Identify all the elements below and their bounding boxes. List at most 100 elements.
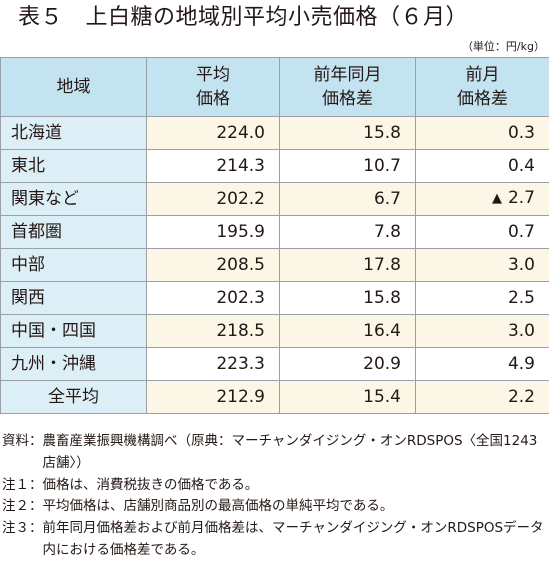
region-cell-value: 中部	[11, 255, 45, 275]
avg-price-cell: 223.3	[147, 348, 280, 381]
yoy-diff-cell-value: 15.4	[363, 387, 401, 407]
mom-diff-cell: 0.7	[416, 216, 549, 249]
unit-label: （単位：円/kg）	[462, 40, 545, 54]
yoy-diff-cell: 16.4	[280, 315, 416, 348]
region-cell-value: 九州・沖縄	[11, 354, 96, 374]
note-item: 注２：平均価格は、店舗別商品別の最高価格の単純平均である。	[2, 496, 547, 518]
avg-price-cell-value: 214.3	[216, 156, 265, 176]
avg-price-cell-value: 208.5	[216, 255, 265, 275]
header-avg-line1: 平均	[196, 65, 230, 85]
mom-diff-cell-value: 2.5	[508, 288, 535, 308]
avg-price-cell-value: 223.3	[216, 354, 265, 374]
mom-diff-cell: ▲ 2.7	[416, 183, 549, 216]
region-cell: 関西	[1, 282, 147, 315]
table-title: 表５ 上白糖の地域別平均小売価格（６月）	[18, 2, 543, 34]
table-row: 中部 208.5 17.8 3.0	[1, 249, 549, 282]
yoy-diff-cell: 10.7	[280, 150, 416, 183]
avg-price-cell-value: 218.5	[216, 321, 265, 341]
avg-price-cell-value: 224.0	[216, 123, 265, 143]
table-header-row: 地域 平均 価格 前年同月 価格差 前月 価格差	[1, 58, 549, 117]
mom-diff-cell: 0.3	[416, 117, 549, 150]
yoy-diff-cell-value: 10.7	[363, 156, 401, 176]
note-text: 価格は、消費税抜きの価格である。	[43, 475, 548, 497]
region-cell-value: 首都圏	[11, 222, 62, 242]
avg-price-cell: 224.0	[147, 117, 280, 150]
header-mom-line2: 価格差	[457, 89, 508, 109]
yoy-diff-cell-value: 15.8	[363, 288, 401, 308]
table-body: 北海道 224.0 15.8 0.3 東北 214.3 10.7 0.4 関東など 202.2 6.…	[1, 117, 549, 414]
yoy-diff-cell-value: 6.7	[374, 189, 401, 209]
note-label: 注３：	[2, 518, 43, 562]
region-cell: 中部	[1, 249, 147, 282]
avg-price-cell: 218.5	[147, 315, 280, 348]
mom-diff-cell-value: 0.7	[508, 222, 535, 242]
region-cell-value: 北海道	[11, 123, 62, 143]
yoy-diff-cell-value: 15.8	[363, 123, 401, 143]
avg-price-cell: 214.3	[147, 150, 280, 183]
yoy-diff-cell-value: 7.8	[374, 222, 401, 242]
note-item: 注１：価格は、消費税抜きの価格である。	[2, 475, 547, 497]
table-row: 首都圏 195.9 7.8 0.7	[1, 216, 549, 249]
note-label: 注１：	[2, 475, 43, 497]
header-mom-diff: 前月 価格差	[416, 58, 549, 117]
table-total-row: 全平均 212.9 15.4 2.2	[1, 381, 549, 414]
yoy-diff-cell: 17.8	[280, 249, 416, 282]
price-table: 地域 平均 価格 前年同月 価格差 前月 価格差 北海道 224.0 15.8 0.3…	[0, 57, 549, 414]
region-cell-value: 関東など	[11, 189, 79, 209]
header-avg-line2: 価格	[196, 89, 230, 109]
avg-price-cell: 212.9	[147, 381, 280, 414]
table-row: 北海道 224.0 15.8 0.3	[1, 117, 549, 150]
yoy-diff-cell: 15.8	[280, 117, 416, 150]
mom-diff-cell: 3.0	[416, 315, 549, 348]
region-cell: 北海道	[1, 117, 147, 150]
yoy-diff-cell-value: 17.8	[363, 255, 401, 275]
mom-diff-cell: 2.5	[416, 282, 549, 315]
yoy-diff-cell: 20.9	[280, 348, 416, 381]
yoy-diff-cell: 15.4	[280, 381, 416, 414]
mom-diff-cell: 3.0	[416, 249, 549, 282]
region-cell-value: 全平均	[48, 387, 99, 407]
mom-diff-cell-value: 0.3	[508, 123, 535, 143]
yoy-diff-cell-value: 20.9	[363, 354, 401, 374]
avg-price-cell: 202.2	[147, 183, 280, 216]
table-row: 中国・四国 218.5 16.4 3.0	[1, 315, 549, 348]
avg-price-cell-value: 202.3	[216, 288, 265, 308]
note-text: 農畜産業振興機構調べ（原典：マーチャンダイジング・オンRDSPOS〈全国1243…	[43, 431, 548, 475]
region-cell: 関東など	[1, 183, 147, 216]
header-yoy-line1: 前年同月	[314, 65, 382, 85]
mom-diff-cell-value: 0.4	[508, 156, 535, 176]
decrease-marker-icon: ▲	[492, 191, 502, 206]
table-row: 九州・沖縄 223.3 20.9 4.9	[1, 348, 549, 381]
region-cell-value: 中国・四国	[11, 321, 96, 341]
avg-price-cell: 195.9	[147, 216, 280, 249]
avg-price-cell-value: 195.9	[216, 222, 265, 242]
mom-diff-cell-value: 4.9	[508, 354, 535, 374]
note-text: 前年同月価格差および前月価格差は、マーチャンダイジング・オンRDSPOSデータ内…	[43, 518, 548, 562]
header-yoy-line2: 価格差	[322, 89, 373, 109]
region-cell: 東北	[1, 150, 147, 183]
mom-diff-cell-value: 2.2	[508, 387, 535, 407]
note-item: 注３：前年同月価格差および前月価格差は、マーチャンダイジング・オンRDSPOSデ…	[2, 518, 547, 562]
header-mom-line1: 前月	[466, 65, 500, 85]
mom-diff-cell-value: 3.0	[508, 321, 535, 341]
region-cell-value: 東北	[11, 156, 45, 176]
yoy-diff-cell: 7.8	[280, 216, 416, 249]
region-cell: 首都圏	[1, 216, 147, 249]
yoy-diff-cell: 6.7	[280, 183, 416, 216]
mom-diff-cell-value: 2.7	[508, 188, 535, 208]
notes-section: 資料：農畜産業振興機構調べ（原典：マーチャンダイジング・オンRDSPOS〈全国1…	[2, 431, 547, 562]
avg-price-cell-value: 202.2	[216, 189, 265, 209]
header-yoy-diff: 前年同月 価格差	[280, 58, 416, 117]
note-item: 資料：農畜産業振興機構調べ（原典：マーチャンダイジング・オンRDSPOS〈全国1…	[2, 431, 547, 475]
table-row: 関西 202.3 15.8 2.5	[1, 282, 549, 315]
mom-diff-cell: 0.4	[416, 150, 549, 183]
avg-price-cell: 208.5	[147, 249, 280, 282]
region-cell: 九州・沖縄	[1, 348, 147, 381]
region-cell: 中国・四国	[1, 315, 147, 348]
table-row: 東北 214.3 10.7 0.4	[1, 150, 549, 183]
avg-price-cell-value: 212.9	[216, 387, 265, 407]
yoy-diff-cell: 15.8	[280, 282, 416, 315]
avg-price-cell: 202.3	[147, 282, 280, 315]
note-text: 平均価格は、店舗別商品別の最高価格の単純平均である。	[43, 496, 548, 518]
note-label: 注２：	[2, 496, 43, 518]
